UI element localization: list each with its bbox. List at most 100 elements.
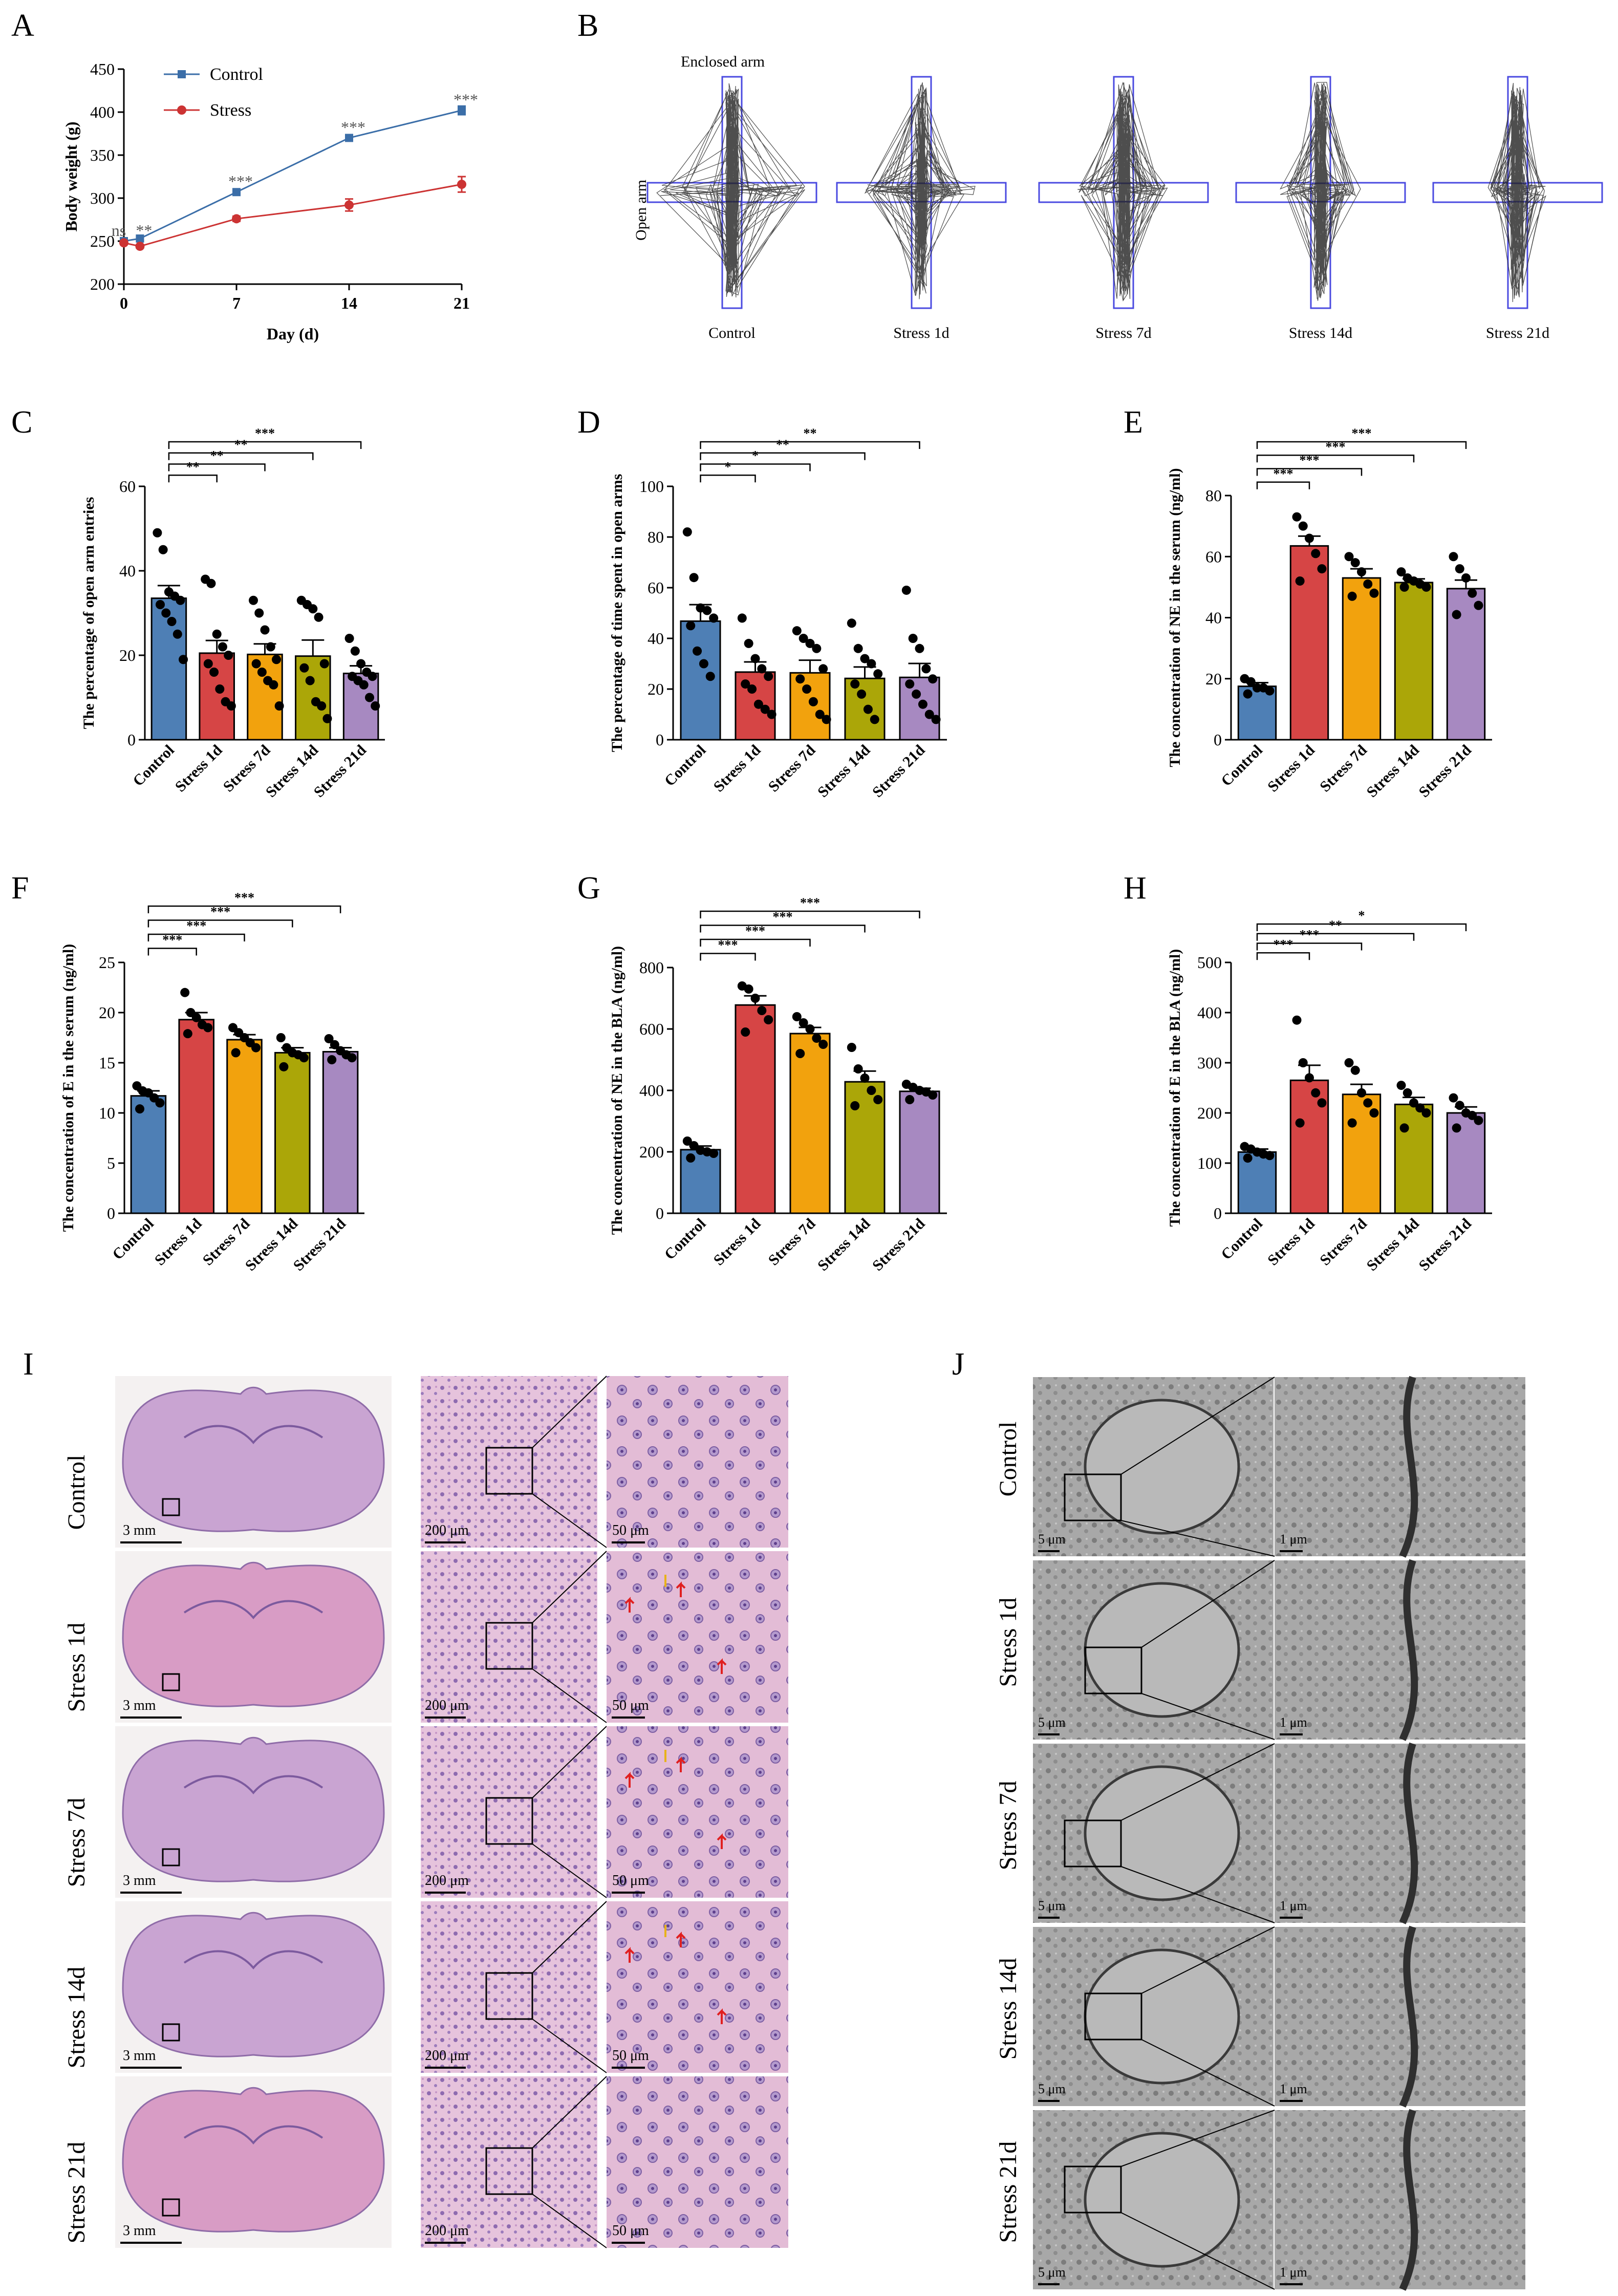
tem-zoom-box: [1064, 1473, 1122, 1521]
significance-label: ***: [1326, 439, 1346, 454]
data-point: [260, 625, 270, 635]
x-tick-label-stress-21d: Stress 21d: [1415, 741, 1475, 801]
y-tick-label: 800: [639, 958, 664, 977]
y-tick-label: 0: [1214, 1204, 1222, 1222]
significance-label: ***: [454, 91, 478, 109]
data-point: [224, 651, 233, 660]
data-point: [167, 617, 177, 626]
data-point: [254, 608, 264, 618]
series-line-control: [123, 110, 462, 242]
x-tick-label-control: Control: [661, 742, 709, 790]
data-point: [1317, 1098, 1327, 1108]
tem-nuclear-membrane: [1399, 1742, 1418, 1924]
panel-letter-c: C: [11, 405, 32, 440]
he-roi-box: [162, 2023, 180, 2042]
significance-bracket: [700, 475, 756, 483]
he-row-stress-14d: 3 mm 200 μm 50 μm: [115, 1901, 788, 2073]
data-point: [1298, 521, 1308, 531]
he-row-stress-7d: 3 mm 200 μm 50 μm: [115, 1726, 788, 1898]
bar-stress-7d: [1342, 577, 1382, 741]
significance-bracket: [1256, 942, 1363, 951]
data-point: [180, 988, 190, 997]
data-point: [924, 710, 934, 719]
data-point: [1399, 1123, 1409, 1133]
y-axis-title: The percentage of time spent in open arm…: [609, 474, 625, 753]
data-point: [682, 1136, 692, 1146]
data-point: [918, 699, 927, 709]
data-point: [215, 684, 225, 694]
data-point: [908, 634, 918, 643]
panel-letter-a: A: [11, 8, 34, 43]
x-tick-label-stress-21d: Stress 21d: [869, 1215, 929, 1274]
data-point: [928, 1090, 938, 1100]
data-point: [330, 1040, 339, 1049]
significance-bracket: [147, 919, 293, 928]
data-point: [689, 573, 699, 583]
significance-bracket: [168, 475, 218, 483]
data-point: [709, 1149, 719, 1158]
significance-label: **: [776, 437, 789, 452]
bar-control: [130, 1095, 167, 1214]
y-tick-label: 80: [648, 528, 664, 546]
chart-e-bla: 0 100 200 300 400 500 The concentration of E i…: [1167, 908, 1492, 1274]
he-brain-section: [122, 1561, 385, 1707]
significance-bracket: [168, 452, 314, 460]
data-point: [1468, 1110, 1477, 1120]
x-tick-label-stress-14d: Stress 14d: [242, 1215, 301, 1274]
significance-label: ***: [234, 890, 254, 905]
data-point: [1357, 1088, 1366, 1098]
data-point: [812, 1034, 822, 1043]
data-point: [818, 1040, 828, 1049]
movement-track: [1280, 82, 1361, 301]
y-tick-label: 5: [107, 1154, 115, 1172]
bar-stress-7d: [226, 1039, 263, 1214]
he-high-zoom-image: [607, 2076, 788, 2248]
data-point-stress: [119, 238, 128, 248]
data-point: [1396, 1081, 1406, 1090]
data-point: [702, 606, 712, 615]
significance-bracket: [147, 933, 245, 941]
data-point: [1317, 564, 1327, 574]
data-point: [912, 689, 921, 699]
x-tick-label-stress-21d: Stress 21d: [290, 1215, 350, 1274]
zoom-connector: [1141, 2039, 1275, 2107]
significance-label: *: [752, 448, 759, 463]
data-point: [815, 710, 825, 719]
red-arrow-marker: [717, 1833, 727, 1849]
data-point: [314, 612, 323, 622]
tem-row-stress-1d: 5 μm 1 μm: [1033, 1559, 1525, 1741]
data-point: [1455, 1101, 1464, 1110]
tem-nuclear-membrane: [1399, 1559, 1418, 1741]
data-point: [757, 1006, 767, 1015]
data-point: [248, 595, 258, 605]
data-point: [156, 600, 165, 609]
data-point: [764, 1015, 773, 1024]
data-point: [867, 659, 876, 669]
bar-control: [680, 620, 721, 741]
data-point: [915, 643, 924, 653]
he-hippocampus: [183, 2125, 323, 2145]
zoom-connector: [1141, 1693, 1275, 1740]
data-point: [870, 715, 879, 724]
data-point: [257, 668, 267, 677]
bar-control: [1237, 1151, 1277, 1214]
x-tick-label-stress-21d: Stress 21d: [869, 741, 929, 801]
significance-label: ***: [162, 933, 182, 948]
tem-nucleus: [1084, 1582, 1240, 1718]
significance-label: ***: [745, 924, 765, 938]
y-tick-label: 60: [119, 477, 136, 496]
data-point: [299, 663, 309, 673]
he-row-labels: Control Stress 1d Stress 7d Stress 14d S…: [63, 1455, 90, 2244]
zoom-connector: [532, 2076, 607, 2149]
data-point: [1292, 512, 1302, 522]
data-point: [272, 655, 282, 664]
y-tick-label: 300: [1197, 1054, 1222, 1072]
y-tick-label: 60: [648, 578, 664, 597]
tem-zoom-box: [1084, 1646, 1142, 1694]
significance-label: ***: [1352, 426, 1372, 441]
tem-row-stress-7d: 5 μm 1 μm: [1033, 1742, 1525, 1924]
data-point: [850, 679, 860, 689]
data-point: [699, 659, 708, 669]
data-point: [1344, 552, 1354, 562]
significance-label: **: [210, 448, 224, 463]
